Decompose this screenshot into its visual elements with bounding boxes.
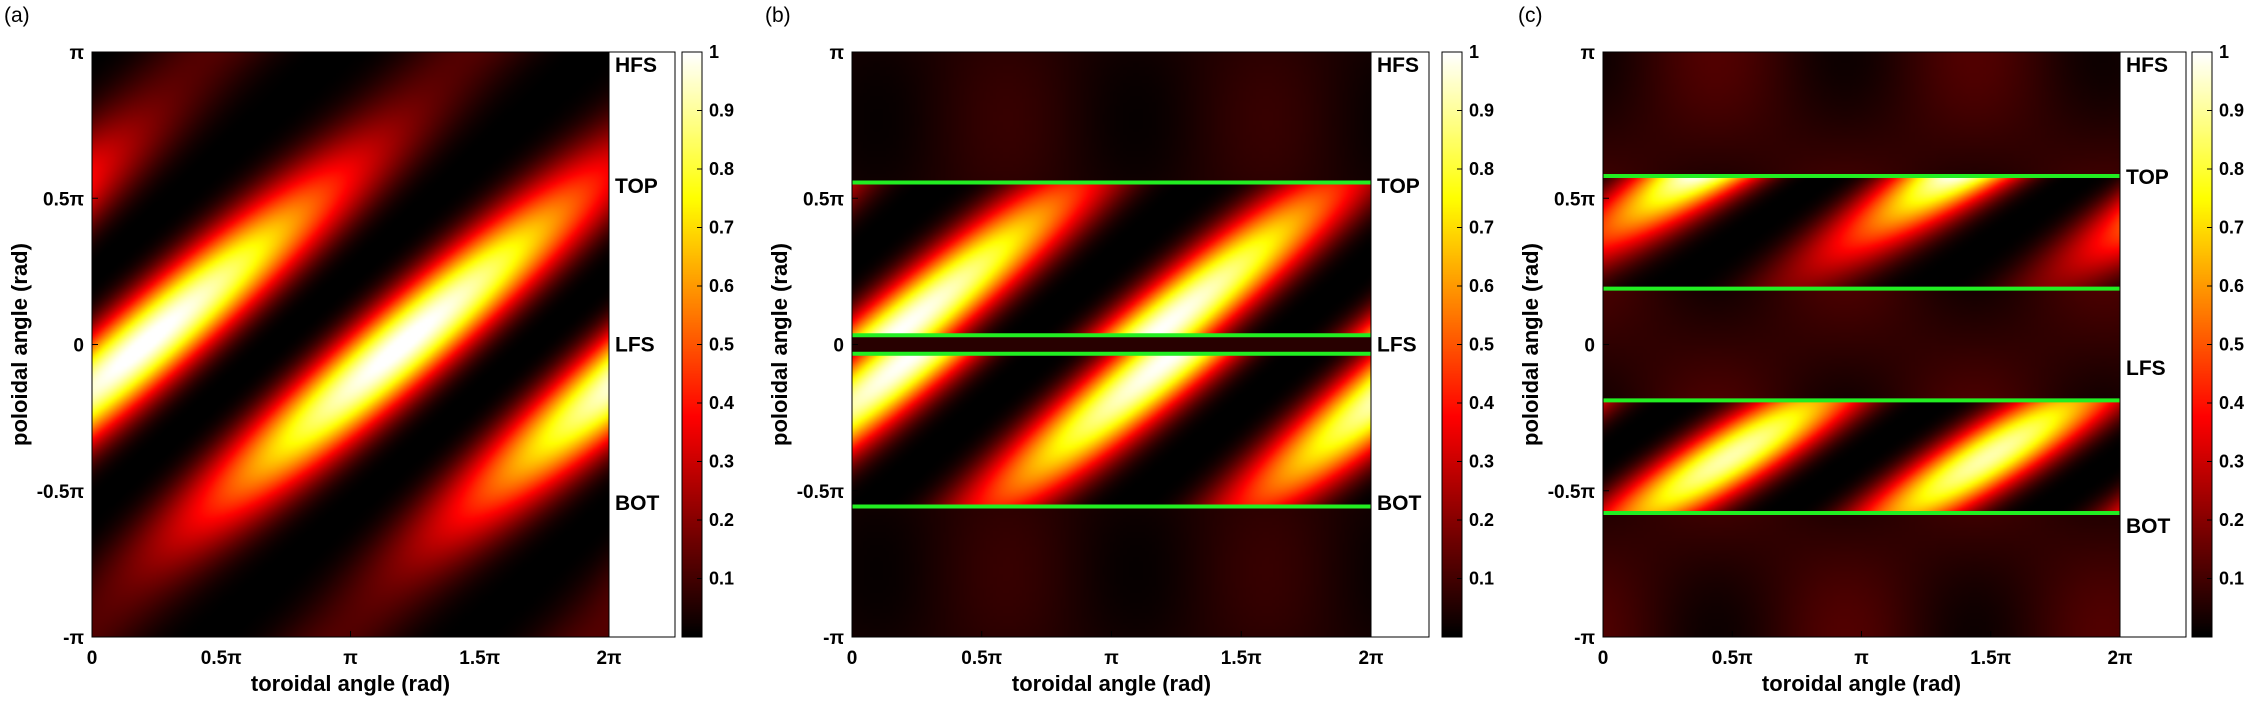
y-tick-label: -0.5π (37, 482, 85, 503)
heatmap-image (1603, 52, 2120, 637)
region-label-top: TOP (1377, 175, 1420, 198)
x-tick-label: π (1854, 648, 1869, 669)
y-tick-label: -0.5π (797, 482, 845, 503)
panel-label: (b) (765, 4, 791, 27)
x-tick-label: 0 (847, 648, 858, 669)
panel-label: (c) (1518, 4, 1543, 27)
heatmap-image (92, 52, 609, 637)
y-tick-label: -π (823, 628, 844, 649)
colorbar-tick-label: 0.6 (2219, 276, 2244, 296)
colorbar-tick-label: 0.7 (2219, 218, 2244, 238)
colorbar-tick-label: 1 (2219, 42, 2229, 62)
region-label-top: TOP (2126, 166, 2169, 189)
region-label-lfs: LFS (1377, 334, 1417, 357)
colorbar-tick-label: 0.4 (709, 393, 734, 413)
y-tick-label: -π (1574, 628, 1595, 649)
x-axis-label: toroidal angle (rad) (251, 671, 450, 696)
region-label-lfs: LFS (2126, 357, 2166, 380)
colorbar-tick-label: 0.8 (1469, 159, 1494, 179)
y-tick-label: -π (63, 628, 84, 649)
y-tick-label: π (69, 43, 84, 64)
colorbar-tick-label: 0.3 (2219, 452, 2244, 472)
x-tick-label: 2π (596, 648, 622, 669)
colorbar-tick-label: 1 (709, 42, 719, 62)
colorbar-tick-label: 0.8 (709, 159, 734, 179)
y-axis-label: poloidal angle (rad) (1518, 243, 1543, 446)
colorbar-tick-label: 0.1 (2219, 569, 2244, 589)
panel-3: (c) HFS TOP LFS BOT 0 0.5π π 1.5π 2π -π -0.5π 0 0.5π π… (1518, 4, 2244, 696)
x-axis-label: toroidal angle (rad) (1012, 671, 1211, 696)
colorbar-tick-label: 0.1 (709, 569, 734, 589)
x-tick-label: 2π (2107, 648, 2133, 669)
panel-2: (b) HFS TOP LFS BOT 0 0.5π π 1.5π 2π -π -0.5π 0 0.5π π… (765, 4, 1494, 696)
colorbar-tick-label: 0.9 (2219, 101, 2244, 121)
colorbar-tick-label: 0.6 (709, 276, 734, 296)
colorbar-gradient (2192, 52, 2212, 637)
colorbar-tick-label: 0.1 (1469, 569, 1494, 589)
x-axis-label: toroidal angle (rad) (1762, 671, 1961, 696)
y-tick-label: π (829, 43, 844, 64)
y-tick-label: 0 (833, 336, 844, 357)
colorbar: 0.1 0.2 0.3 0.4 0.5 0.6 0.7 0.8 0.9 1 (1441, 42, 1494, 638)
colorbar-tick-label: 0.3 (1469, 452, 1494, 472)
colorbar-tick-label: 0.7 (709, 218, 734, 238)
colorbar-tick-label: 0.2 (1469, 510, 1494, 530)
colorbar-tick-label: 0.3 (709, 452, 734, 472)
y-tick-label: 0 (1584, 336, 1595, 357)
colorbar-tick-label: 0.9 (1469, 101, 1494, 121)
y-tick-label: 0.5π (1554, 189, 1595, 210)
x-tick-label: 2π (1358, 648, 1384, 669)
y-axis-label: poloidal angle (rad) (7, 243, 32, 446)
x-tick-label: 0.5π (961, 648, 1002, 669)
region-label-lfs: LFS (615, 334, 655, 357)
x-tick-label: 0.5π (1712, 648, 1753, 669)
y-axis-label: poloidal angle (rad) (767, 243, 792, 446)
colorbar: 0.1 0.2 0.3 0.4 0.5 0.6 0.7 0.8 0.9 1 (681, 42, 734, 638)
panel-label: (a) (4, 4, 30, 27)
region-label-box (2119, 51, 2187, 638)
panel-1: (a) HFS TOP LFS BOT 0 0.5π π 1.5π 2π -π -0.5π 0 0.5π π… (4, 4, 734, 696)
region-label-box (1370, 51, 1430, 638)
colorbar-tick-label: 0.5 (2219, 335, 2244, 355)
colorbar-tick-label: 1 (1469, 42, 1479, 62)
colorbar-gradient (682, 52, 702, 637)
region-label-top: TOP (615, 175, 658, 198)
x-tick-label: 0.5π (201, 648, 242, 669)
y-tick-label: 0.5π (43, 189, 84, 210)
x-tick-label: π (1104, 648, 1119, 669)
x-tick-label: 1.5π (1970, 648, 2011, 669)
region-label-bot: BOT (615, 492, 660, 515)
y-tick-label: 0 (73, 336, 84, 357)
colorbar-tick-label: 0.4 (2219, 393, 2244, 413)
colorbar-tick-label: 0.7 (1469, 218, 1494, 238)
x-tick-label: 1.5π (1221, 648, 1262, 669)
y-tick-label: π (1580, 43, 1595, 64)
region-label-bot: BOT (2126, 515, 2171, 538)
colorbar-tick-label: 0.8 (2219, 159, 2244, 179)
colorbar-tick-label: 0.5 (1469, 335, 1494, 355)
colorbar: 0.1 0.2 0.3 0.4 0.5 0.6 0.7 0.8 0.9 1 (2191, 42, 2244, 638)
colorbar-gradient (1442, 52, 1462, 637)
x-tick-label: 0 (1598, 648, 1609, 669)
colorbar-tick-label: 0.6 (1469, 276, 1494, 296)
colorbar-tick-label: 0.9 (709, 101, 734, 121)
x-tick-label: 0 (87, 648, 98, 669)
region-label-hfs: HFS (615, 54, 657, 77)
region-label-hfs: HFS (1377, 54, 1419, 77)
colorbar-tick-label: 0.2 (2219, 510, 2244, 530)
region-label-box (608, 51, 676, 638)
region-label-bot: BOT (1377, 492, 1422, 515)
x-tick-label: 1.5π (459, 648, 500, 669)
heatmap-image (852, 52, 1371, 637)
colorbar-tick-label: 0.2 (709, 510, 734, 530)
colorbar-tick-label: 0.4 (1469, 393, 1494, 413)
y-tick-label: -0.5π (1548, 482, 1596, 503)
y-tick-label: 0.5π (803, 189, 844, 210)
region-label-hfs: HFS (2126, 54, 2168, 77)
colorbar-tick-label: 0.5 (709, 335, 734, 355)
x-tick-label: π (343, 648, 358, 669)
